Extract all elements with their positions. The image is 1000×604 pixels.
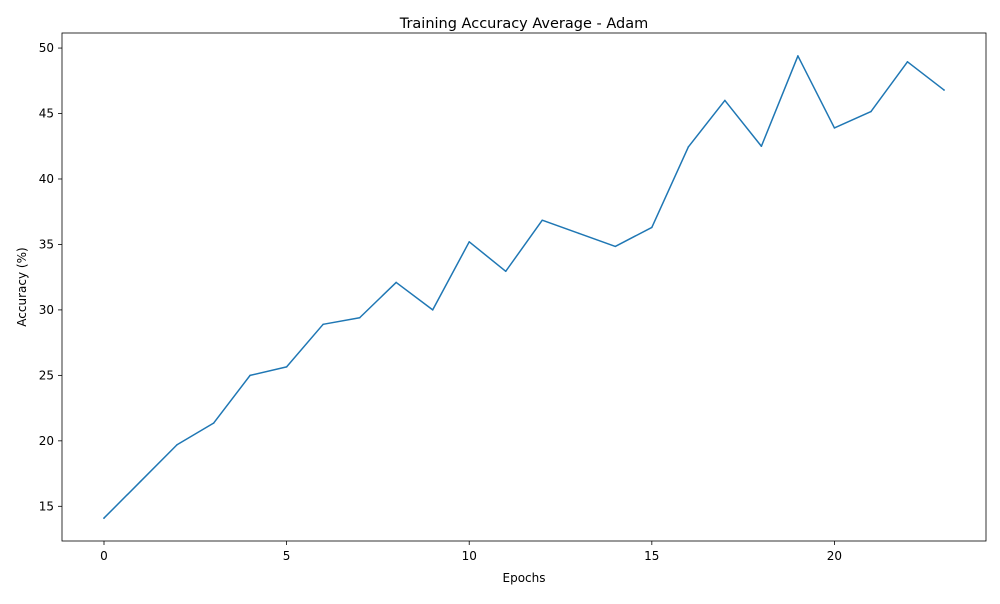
x-tick-label: 15 — [644, 549, 659, 563]
data-point — [906, 61, 909, 63]
data-point — [651, 226, 653, 229]
y-tick-label: 20 — [39, 434, 54, 448]
data-points — [103, 55, 945, 519]
y-tick-label: 30 — [39, 303, 54, 317]
plot-frame — [61, 32, 987, 542]
data-point — [833, 127, 836, 129]
x-tick-label: 0 — [100, 549, 108, 563]
data-point — [760, 145, 763, 148]
data-point — [103, 517, 105, 519]
y-tick-label: 35 — [39, 237, 54, 251]
series-line-accuracy — [102, 55, 946, 520]
data-point — [176, 444, 178, 446]
x-axis-ticks: 0 5 10 15 20 — [100, 541, 842, 563]
data-point — [541, 219, 544, 221]
data-point — [358, 317, 361, 319]
data-point — [578, 232, 580, 235]
plot-area — [62, 33, 986, 541]
y-tick-label: 15 — [39, 499, 54, 513]
x-axis-label: Epochs — [503, 571, 546, 585]
data-point — [724, 99, 726, 102]
x-tick-label: 5 — [283, 549, 291, 563]
y-axis-label: Accuracy (%) — [15, 247, 29, 326]
data-point — [249, 374, 251, 377]
y-tick-label: 40 — [39, 172, 54, 186]
data-point — [870, 110, 872, 113]
data-point — [943, 89, 945, 91]
data-point — [212, 422, 215, 424]
data-point — [614, 245, 617, 248]
y-tick-label: 50 — [39, 41, 54, 55]
data-point — [322, 323, 324, 326]
data-point — [687, 146, 690, 148]
x-tick-label: 20 — [827, 549, 842, 563]
data-point — [431, 309, 434, 311]
y-tick-label: 45 — [39, 107, 54, 121]
y-axis-ticks: 15 20 25 30 35 40 45 50 — [39, 41, 62, 513]
x-tick-label: 10 — [462, 549, 477, 563]
data-point — [285, 366, 288, 368]
data-point — [139, 480, 142, 483]
data-point — [797, 55, 799, 57]
y-tick-label: 25 — [39, 368, 54, 382]
chart-title: Training Accuracy Average - Adam — [399, 16, 649, 32]
data-point — [504, 270, 507, 273]
data-point — [468, 241, 470, 243]
data-point — [395, 281, 397, 284]
